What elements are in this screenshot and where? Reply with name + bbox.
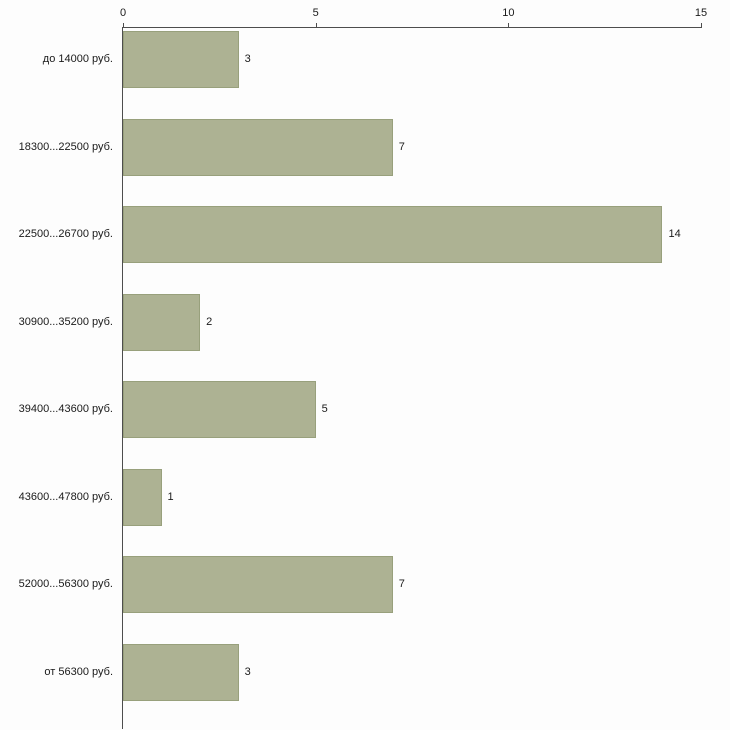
value-label: 2 [206, 315, 213, 328]
bar-row: до 14000 руб. 3 [43, 28, 701, 116]
x-tick-label: 5 [312, 7, 319, 19]
bar-row: 30900...35200 руб. 2 [19, 291, 701, 379]
bar [123, 118, 393, 176]
category-label: 18300...22500 руб. [18, 140, 113, 153]
bar [123, 468, 162, 526]
value-label: 1 [167, 490, 174, 503]
bar-row: 43600...47800 руб. 1 [19, 466, 701, 554]
value-label: 7 [398, 140, 405, 153]
x-tick-mark [508, 23, 510, 28]
bar [123, 556, 393, 613]
value-label: 5 [321, 403, 328, 415]
bar [123, 293, 201, 351]
x-tick-mark [123, 23, 124, 28]
bar [123, 381, 316, 438]
bar-row: 22500...26700 руб. 14 [19, 203, 701, 291]
category-label: до 14000 руб. [42, 53, 113, 65]
category-label: 52000...56300 руб. [18, 578, 113, 590]
category-label: 39400...43600 руб. [18, 403, 113, 415]
category-label: 43600...47800 руб. [18, 490, 113, 503]
bar-row: от 56300 руб. 3 [44, 641, 701, 729]
category-label: от 56300 руб. [44, 665, 113, 678]
x-tick-label: 15 [694, 7, 708, 19]
value-label: 3 [244, 53, 251, 65]
bar [123, 643, 239, 701]
x-tick-label: 10 [502, 7, 515, 19]
bar-row: 52000...56300 руб. 7 [19, 553, 701, 641]
bars-container: до 14000 руб. 3 18300...22500 руб. 7 22500..… [19, 28, 701, 729]
x-tick-mark [701, 23, 702, 28]
value-label: 3 [244, 665, 251, 678]
bar-row: 18300...22500 руб. 7 [19, 116, 701, 204]
plot-area: 0 5 10 15 до 14000 руб. 3 18300...22500 руб. 7… [19, 7, 707, 729]
bar [123, 31, 239, 88]
category-label: 30900...35200 руб. [18, 315, 113, 328]
x-tick-label: 0 [119, 7, 127, 19]
x-tick-mark [315, 23, 317, 28]
category-label: 22500...26700 руб. [18, 228, 113, 240]
bar-row: 39400...43600 руб. 5 [19, 378, 701, 466]
bar [123, 206, 663, 263]
value-label: 7 [398, 578, 405, 590]
value-label: 14 [668, 228, 681, 240]
